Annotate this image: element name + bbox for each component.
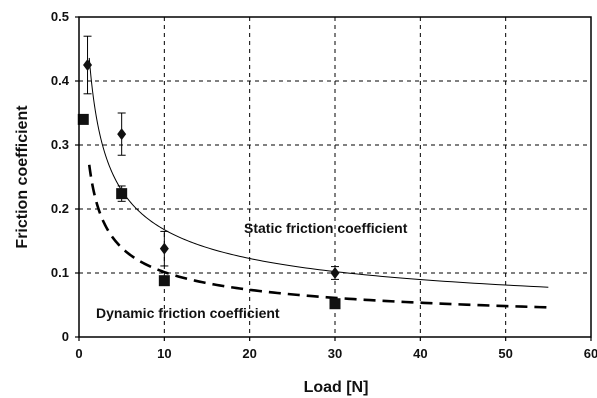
grid-lines: [79, 17, 591, 337]
static-point: [83, 59, 93, 71]
x-tick-label: 30: [328, 346, 342, 361]
static-fit-curve: [88, 57, 549, 288]
data-points: [77, 35, 341, 310]
x-tick-label: 10: [157, 346, 171, 361]
y-tick-label: 0.3: [51, 137, 69, 152]
dynamic-point: [77, 113, 89, 125]
dynamic-point: [116, 188, 128, 200]
y-tick-label: 0.1: [51, 265, 69, 280]
dynamic-point: [158, 275, 170, 287]
x-tick-label: 20: [242, 346, 256, 361]
static-point: [159, 242, 169, 255]
static-point: [330, 267, 340, 279]
annotation-dynamic: Dynamic friction coefficient: [96, 305, 280, 321]
annotation-static: Static friction coefficient: [244, 220, 408, 236]
dynamic-point: [329, 298, 341, 310]
static-point: [117, 128, 127, 141]
y-tick-label: 0: [62, 329, 69, 344]
x-axis-title: Load [N]: [304, 379, 369, 396]
axis-ticks: 0 0.1 0.2 0.3 0.4 0.5 0 10 20 30 40 50 60: [51, 9, 597, 361]
y-axis-title: Friction coefficient: [14, 105, 31, 249]
y-tick-label: 0.5: [51, 9, 69, 24]
x-tick-label: 40: [413, 346, 427, 361]
fit-curves: [87, 57, 549, 309]
dynamic-fit-curve: [87, 164, 549, 309]
y-tick-label: 0.2: [51, 201, 69, 216]
x-tick-label: 0: [75, 346, 82, 361]
y-tick-label: 0.4: [51, 73, 70, 88]
x-tick-label: 60: [584, 346, 597, 361]
x-tick-label: 50: [498, 346, 512, 361]
